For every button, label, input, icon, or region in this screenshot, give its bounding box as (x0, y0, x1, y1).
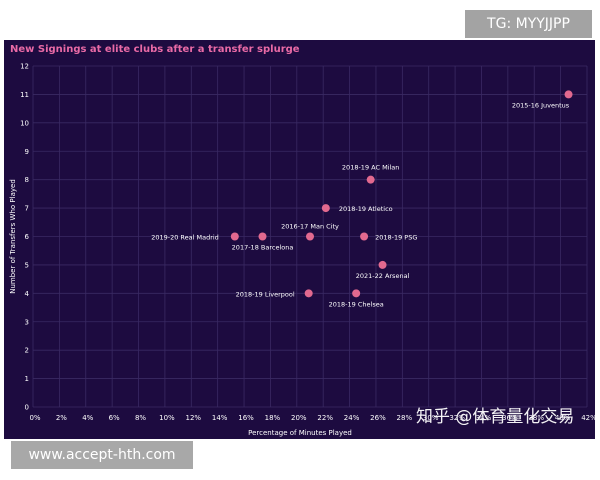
point-label: 2018-19 PSG (375, 234, 417, 242)
x-tick-label: 36% (502, 414, 518, 422)
y-tick-label: 10 (20, 119, 29, 127)
y-tick-label: 11 (20, 91, 29, 99)
data-point (564, 90, 573, 99)
url-watermark: www.accept-hth.com (11, 441, 193, 469)
y-tick-label: 3 (25, 318, 29, 326)
x-tick-label: 16% (238, 414, 254, 422)
tg-badge: TG: MYYJJPP (465, 10, 592, 38)
x-tick-label: 30% (423, 414, 439, 422)
data-point (304, 289, 313, 298)
x-tick-label: 40% (555, 414, 571, 422)
x-tick-label: 32% (449, 414, 465, 422)
x-tick-label: 38% (528, 414, 544, 422)
x-tick-label: 26% (370, 414, 386, 422)
chart-panel: New Signings at elite clubs after a tran… (4, 40, 595, 439)
point-label: 2015-16 Juventus (512, 101, 570, 109)
data-point (258, 232, 267, 241)
y-tick-label: 2 (25, 347, 29, 355)
point-label: 2018-19 AC Milan (342, 164, 399, 172)
data-point (306, 232, 314, 241)
data-point (352, 289, 361, 298)
y-tick-label: 6 (25, 233, 30, 241)
x-tick-label: 2% (56, 414, 67, 422)
point-label: 2016-17 Man City (281, 223, 339, 231)
x-tick-label: 34% (476, 414, 492, 422)
y-tick-label: 12 (20, 63, 29, 71)
point-label: 2018-19 Chelsea (329, 300, 384, 308)
x-axis-label: Percentage of Minutes Played (248, 429, 352, 437)
y-tick-label: 9 (25, 148, 29, 156)
x-tick-label: 12% (186, 414, 202, 422)
point-label: 2019-20 Real Madrid (151, 234, 219, 242)
point-label: 2017-18 Barcelona (232, 244, 294, 252)
data-point (366, 175, 375, 184)
data-point (321, 204, 330, 213)
y-tick-label: 5 (25, 261, 29, 269)
point-label: 2018-19 Atletico (339, 205, 393, 213)
x-tick-label: 20% (291, 414, 307, 422)
y-tick-label: 8 (25, 176, 29, 184)
point-label: 2021-22 Arsenal (356, 272, 410, 280)
y-axis-label: Number of Transfers Who Played (9, 179, 17, 294)
y-tick-label: 7 (25, 205, 29, 213)
x-tick-label: 8% (135, 414, 146, 422)
point-label: 2018-19 Liverpool (236, 290, 295, 298)
y-tick-label: 4 (25, 290, 30, 298)
x-tick-label: 42% (581, 414, 595, 422)
x-tick-label: 0% (29, 414, 40, 422)
x-tick-label: 4% (82, 414, 93, 422)
x-tick-label: 14% (212, 414, 228, 422)
data-point (230, 232, 239, 241)
x-tick-label: 28% (397, 414, 413, 422)
data-point (378, 260, 387, 269)
x-tick-label: 18% (265, 414, 281, 422)
zhihu-watermark: 知乎 @体育量化交易 (416, 407, 575, 427)
x-tick-label: 6% (109, 414, 120, 422)
chart-title: New Signings at elite clubs after a tran… (10, 44, 300, 55)
x-tick-label: 22% (317, 414, 333, 422)
data-point (360, 232, 369, 241)
x-tick-label: 10% (159, 414, 175, 422)
x-tick-label: 24% (344, 414, 360, 422)
y-tick-label: 1 (25, 375, 29, 383)
y-tick-label: 0 (25, 404, 29, 412)
